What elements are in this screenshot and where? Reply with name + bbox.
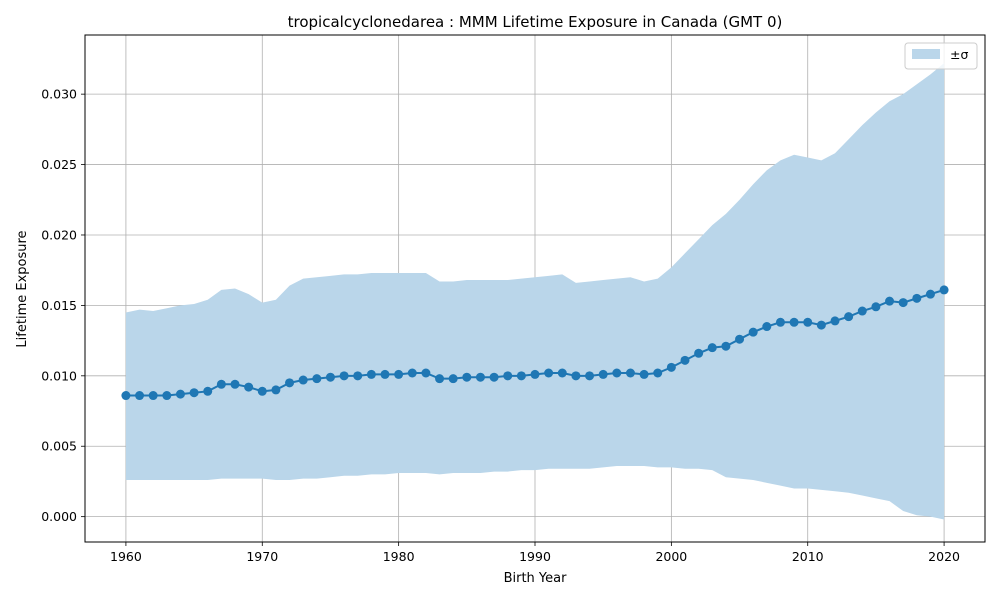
- data-point: [898, 298, 908, 308]
- data-point: [435, 374, 445, 384]
- data-point: [135, 391, 145, 401]
- data-point: [244, 382, 254, 392]
- data-point: [298, 375, 308, 385]
- y-tick-label: 0.020: [41, 227, 77, 242]
- x-axis-title: Birth Year: [504, 571, 568, 586]
- legend-label-sigma-band: ±σ: [950, 47, 968, 62]
- data-point: [148, 391, 158, 401]
- data-point: [407, 368, 417, 378]
- data-point: [625, 368, 635, 378]
- data-point: [830, 316, 840, 326]
- data-point: [380, 369, 390, 379]
- data-point: [762, 322, 772, 332]
- data-point: [680, 355, 690, 365]
- legend-swatch-sigma-band: [912, 49, 940, 59]
- y-tick-label: 0.010: [41, 368, 77, 383]
- data-point: [175, 389, 185, 399]
- data-point: [694, 348, 704, 358]
- data-point: [257, 386, 267, 396]
- data-point: [748, 327, 758, 337]
- data-point: [844, 312, 854, 322]
- y-tick-label: 0.005: [41, 439, 77, 454]
- data-point: [121, 391, 131, 401]
- data-point: [285, 378, 295, 388]
- data-point: [421, 368, 431, 378]
- x-axis-ticks: 1960 1970 1980 1990 2000 2010 2020: [110, 542, 960, 564]
- data-point: [394, 369, 404, 379]
- data-point: [707, 343, 717, 353]
- data-point: [312, 374, 322, 384]
- data-point: [585, 371, 595, 381]
- data-point: [216, 379, 226, 389]
- y-tick-label: 0.030: [41, 87, 77, 102]
- y-axis-ticks: 0.000 0.005 0.010 0.015 0.020 0.025 0.030: [41, 87, 85, 524]
- data-point: [721, 341, 731, 351]
- data-point: [475, 372, 485, 382]
- data-point: [339, 371, 349, 381]
- y-tick-label: 0.025: [41, 157, 77, 172]
- data-point: [885, 296, 895, 306]
- data-point: [571, 371, 581, 381]
- data-point: [912, 293, 922, 303]
- data-point: [816, 320, 826, 330]
- x-tick-label: 2020: [928, 549, 960, 564]
- data-point: [203, 386, 213, 396]
- data-point: [462, 372, 472, 382]
- data-point: [775, 317, 785, 327]
- x-tick-label: 1980: [383, 549, 415, 564]
- y-tick-label: 0.015: [41, 298, 77, 313]
- data-point: [925, 289, 935, 299]
- data-point: [503, 371, 513, 381]
- data-point: [803, 317, 813, 327]
- data-point: [530, 369, 540, 379]
- x-tick-label: 2000: [655, 549, 687, 564]
- data-point: [189, 388, 199, 398]
- data-point: [939, 285, 949, 295]
- data-point: [271, 385, 281, 395]
- data-point: [666, 362, 676, 372]
- data-point: [639, 369, 649, 379]
- data-point: [366, 369, 376, 379]
- data-point: [448, 374, 458, 384]
- x-tick-label: 2010: [792, 549, 824, 564]
- x-tick-label: 1970: [246, 549, 278, 564]
- data-point: [612, 368, 622, 378]
- legend: ±σ: [904, 42, 978, 70]
- sigma-band-layer: [125, 63, 945, 520]
- data-point: [516, 371, 526, 381]
- x-tick-label: 1960: [110, 549, 142, 564]
- x-tick-label: 1990: [519, 549, 551, 564]
- data-point: [557, 368, 567, 378]
- data-point: [353, 371, 363, 381]
- chart-title: tropicalcyclonedarea : MMM Lifetime Expo…: [288, 13, 783, 31]
- data-point: [230, 379, 240, 389]
- data-point: [857, 306, 867, 316]
- data-point: [325, 372, 335, 382]
- data-point: [653, 368, 663, 378]
- sigma-band-area: [125, 63, 945, 520]
- data-point: [789, 317, 799, 327]
- data-point: [871, 302, 881, 312]
- data-point: [598, 369, 608, 379]
- data-point: [735, 334, 745, 344]
- y-axis-title: Lifetime Exposure: [15, 230, 30, 347]
- data-point: [162, 391, 172, 401]
- series-markers: [121, 285, 949, 401]
- data-point: [544, 368, 554, 378]
- data-point: [489, 372, 499, 382]
- y-tick-label: 0.000: [41, 509, 77, 524]
